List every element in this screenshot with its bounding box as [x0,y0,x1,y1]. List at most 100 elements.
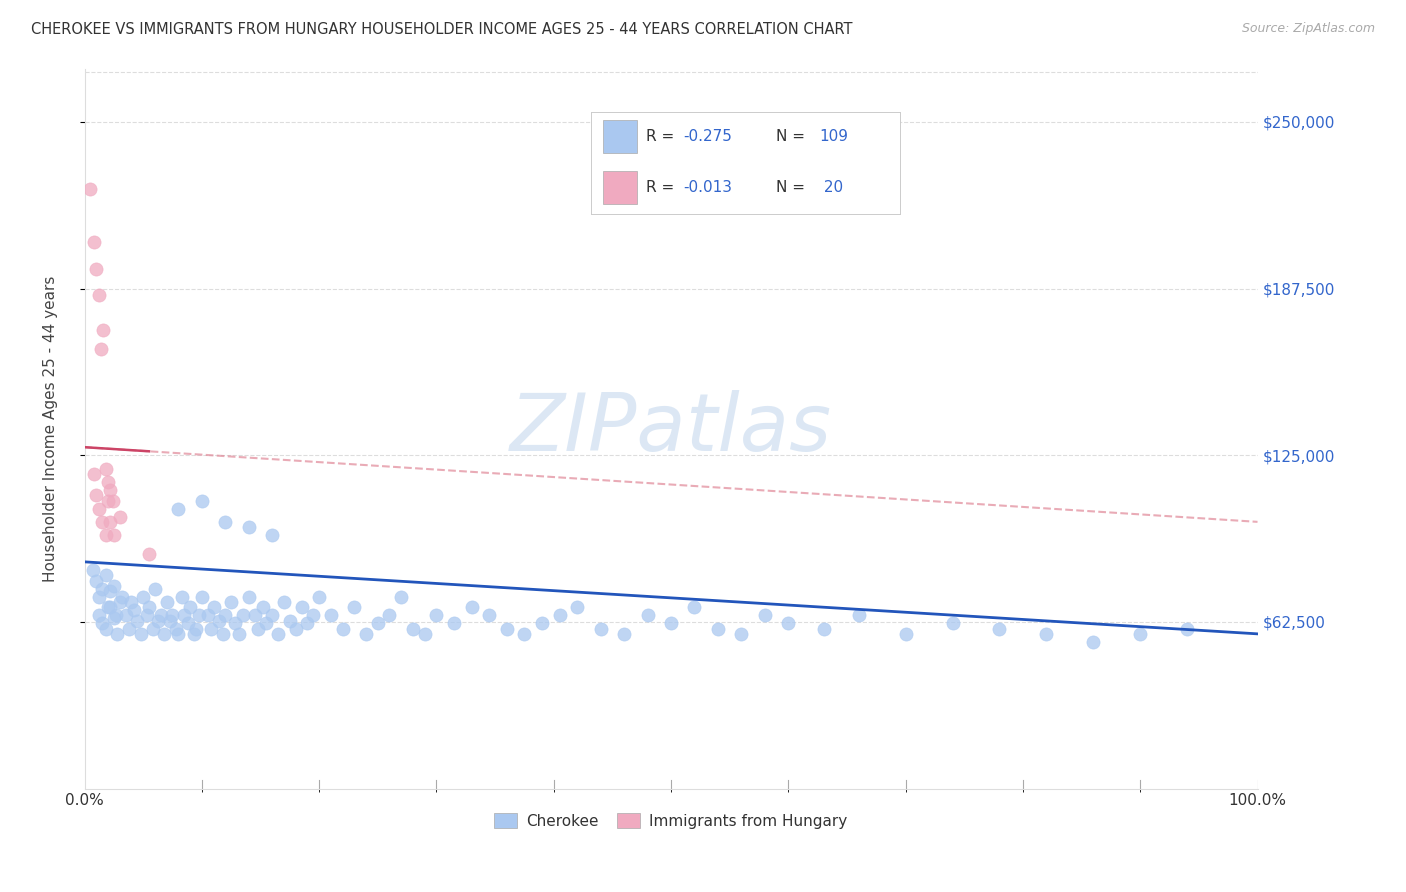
Point [284,622,307,636]
Point [91,323,114,337]
Point [197,608,219,623]
Point [98,483,121,497]
Point [238,590,260,604]
Point [184,622,207,636]
Point [84,261,107,276]
Point [214,608,236,623]
Point [105,627,128,641]
Text: -0.013: -0.013 [683,180,733,195]
Point [122,603,145,617]
Point [83,235,105,249]
Point [513,627,536,641]
Point [156,595,179,609]
Point [111,590,134,604]
Point [848,608,870,623]
Point [141,622,163,636]
Point [91,582,114,596]
Point [1129,627,1152,641]
Point [191,493,214,508]
Point [238,520,260,534]
Text: CHEROKEE VS IMMIGRANTS FROM HUNGARY HOUSEHOLDER INCOME AGES 25 - 44 YEARS CORREL: CHEROKEE VS IMMIGRANTS FROM HUNGARY HOUS… [31,22,852,37]
Point [343,600,366,615]
Point [297,616,319,631]
Point [495,622,517,636]
Point [87,501,110,516]
Point [530,616,553,631]
Point [202,600,225,615]
Point [98,584,121,599]
Point [97,475,120,489]
Point [707,622,730,636]
Point [94,568,117,582]
Point [212,627,235,641]
Point [273,595,295,609]
Point [683,600,706,615]
Point [108,509,131,524]
Point [367,616,389,631]
Text: R =: R = [647,180,679,195]
Bar [603,120,637,153]
Point [589,622,612,636]
Point [159,614,181,628]
Point [90,342,112,356]
Point [302,608,325,623]
Point [153,627,176,641]
Point [138,600,160,615]
Point [183,627,205,641]
Point [127,614,149,628]
Point [91,616,114,631]
Point [378,608,401,623]
Point [413,627,436,641]
Point [278,614,301,628]
Point [138,547,160,561]
Point [778,616,800,631]
Point [170,590,193,604]
Point [79,181,101,195]
Point [82,563,104,577]
Point [941,616,963,631]
Text: N =: N = [776,180,810,195]
Point [167,501,190,516]
Point [87,288,110,302]
Point [567,600,589,615]
Point [460,600,482,615]
Text: 109: 109 [820,128,848,144]
Point [354,627,377,641]
Point [98,515,121,529]
Point [165,622,187,636]
Point [208,614,231,628]
Point [478,608,501,623]
Point [167,627,190,641]
Point [308,590,330,604]
Text: Source: ZipAtlas.com: Source: ZipAtlas.com [1241,22,1375,36]
Point [389,590,412,604]
Point [87,608,110,623]
Point [105,608,128,623]
Text: R =: R = [647,128,679,144]
Point [730,627,752,641]
Point [402,622,425,636]
Point [129,627,152,641]
Point [425,608,447,623]
Point [252,600,274,615]
Point [103,611,125,625]
Point [613,627,636,641]
Point [243,608,266,623]
Point [94,528,117,542]
Point [191,590,214,604]
Point [97,600,120,615]
Point [894,627,917,641]
Point [97,493,120,508]
Point [267,627,290,641]
Point [247,622,270,636]
Point [988,622,1011,636]
Point [132,590,155,604]
Point [219,595,242,609]
Point [1083,635,1105,649]
Point [84,574,107,588]
Point [1175,622,1198,636]
Point [319,608,342,623]
Point [98,600,121,615]
Point [143,582,166,596]
Point [290,600,312,615]
